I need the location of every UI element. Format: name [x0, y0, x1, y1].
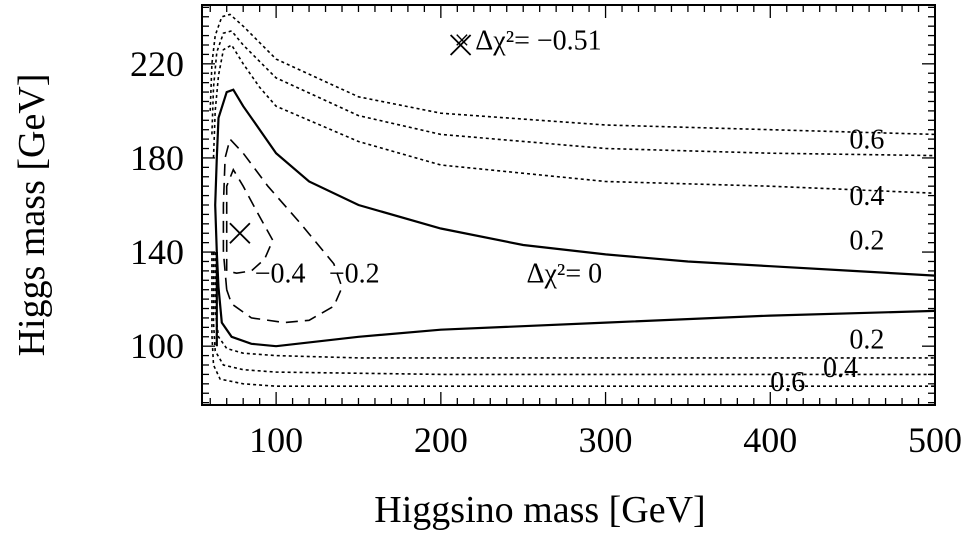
- marker-layer: [229, 34, 472, 244]
- contour-label-1: Δχ²= 0: [526, 259, 602, 290]
- y-tick-label: 140: [130, 232, 184, 272]
- contour-label-3: −0.2: [329, 259, 380, 290]
- contour-line-9-dotted: [211, 252, 935, 387]
- x-marker-0: [229, 222, 251, 244]
- y-tick-label: 180: [130, 138, 184, 178]
- contour-label-8: 0.4: [823, 353, 858, 384]
- contour-label-7: 0.2: [849, 325, 884, 356]
- y-tick-label: 220: [130, 44, 184, 84]
- contour-line-3-dashed: [222, 137, 343, 324]
- contour-line-8-dotted: [212, 252, 935, 376]
- contour-line-0-solid: [214, 88, 936, 347]
- contour-line-4-dotted: [212, 43, 936, 194]
- x-axis-label: Higgsino mass [GeV]: [374, 489, 705, 531]
- contour-label-4: 0.6: [849, 125, 884, 156]
- x-tick-label: 200: [414, 420, 468, 460]
- x-tick-label: 300: [579, 420, 633, 460]
- plot-frame: [201, 4, 936, 406]
- series-layer: [209, 13, 936, 387]
- x-marker-1: [449, 34, 472, 56]
- ticks-layer: [202, 5, 936, 405]
- contour-label-9: 0.6: [770, 367, 805, 398]
- y-axis-label: Higgs mass [GeV]: [11, 74, 53, 357]
- contour-label-5: 0.4: [849, 181, 884, 212]
- contour-line-1-solid: [215, 252, 936, 348]
- y-tick-label: 100: [130, 326, 184, 366]
- x-tick-labels: 100 200 300 400 500: [249, 420, 962, 460]
- y-tick-labels: 100 140 180 220: [130, 44, 184, 366]
- x-tick-label: 100: [249, 420, 303, 460]
- contour-line-2-dashed: [225, 167, 274, 275]
- x-tick-label: 500: [908, 420, 962, 460]
- contour-label-0: × Δχ²= −0.51: [454, 26, 602, 57]
- contour-line-6-dotted: [209, 13, 936, 136]
- contour-label-6: 0.2: [849, 226, 884, 257]
- contour-label-2: −0.4: [255, 259, 306, 290]
- contour-line-5-dotted: [211, 29, 936, 157]
- x-tick-label: 400: [743, 420, 797, 460]
